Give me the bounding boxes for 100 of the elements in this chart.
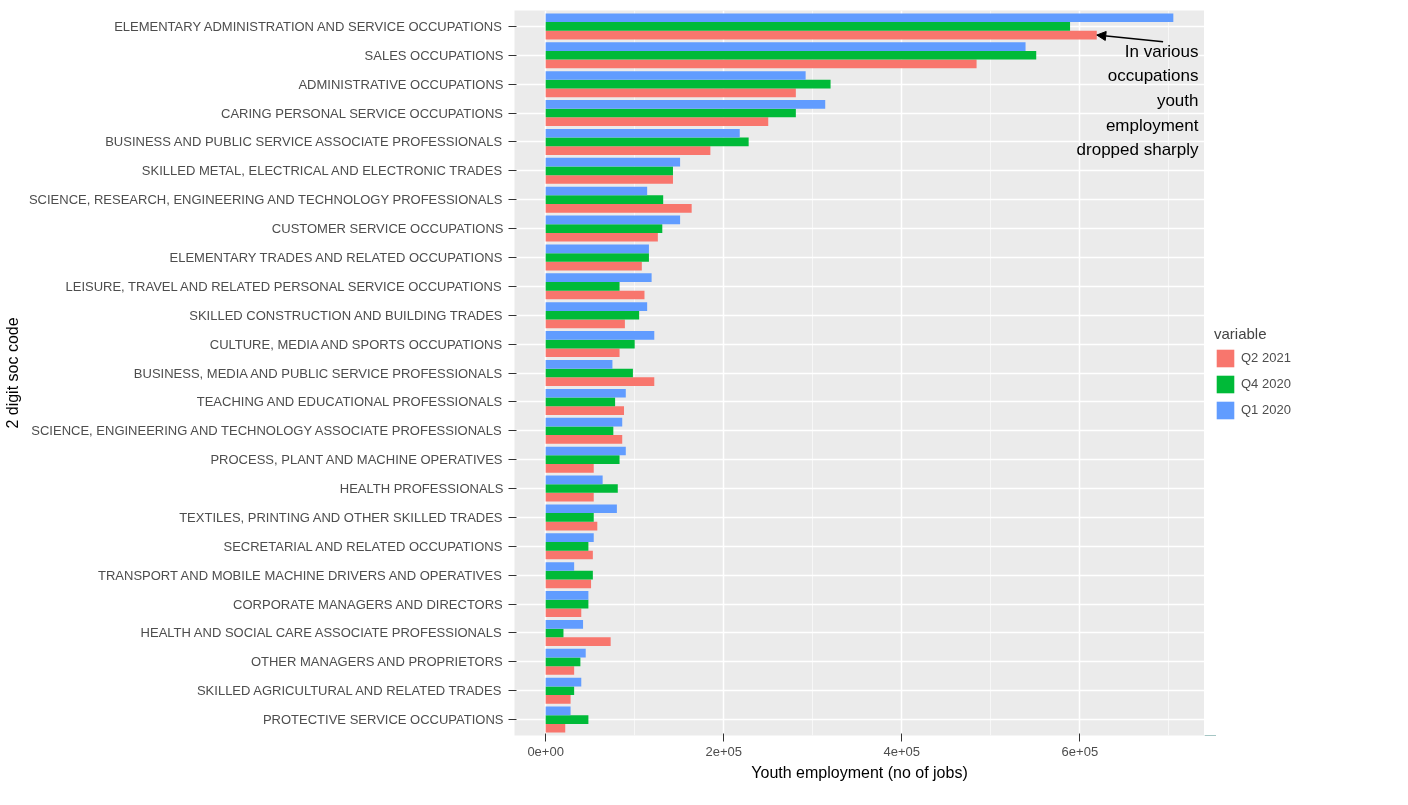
bar xyxy=(545,484,618,493)
legend-label: Q1 2020 xyxy=(1241,402,1291,417)
y-tick-label: SKILLED AGRICULTURAL AND RELATED TRADES xyxy=(196,683,502,699)
bar xyxy=(545,637,611,646)
bar xyxy=(545,695,571,704)
bar xyxy=(545,550,593,560)
y-tick-label: TRANSPORT AND MOBILE MACHINE DRIVERS AND OPERATIVES xyxy=(98,567,503,583)
bar xyxy=(545,100,826,109)
y-tick-label: CUSTOMER SERVICE OCCUPATIONS xyxy=(271,221,504,237)
y-tick-label: SALES OCCUPATIONS xyxy=(364,47,504,63)
bar xyxy=(545,388,626,398)
bar xyxy=(545,455,620,464)
bar xyxy=(545,541,589,551)
bar xyxy=(545,13,1174,23)
y-tick-label: SKILLED CONSTRUCTION AND BUILDING TRADES xyxy=(189,307,503,323)
bar xyxy=(545,319,625,329)
bar xyxy=(545,88,796,98)
bar xyxy=(545,533,594,542)
y-tick-label: PROTECTIVE SERVICE OCCUPATIONS xyxy=(262,712,504,728)
y-tick-label: SECRETARIAL AND RELATED OCCUPATIONS xyxy=(223,538,503,554)
bar xyxy=(545,686,575,696)
y-tick-label: ELEMENTARY TRADES AND RELATED OCCUPATIONS xyxy=(169,249,503,265)
bar xyxy=(545,261,642,271)
bar xyxy=(545,146,711,155)
legend-label: Q4 2020 xyxy=(1241,376,1291,391)
y-tick-label: BUSINESS AND PUBLIC SERVICE ASSOCIATE PROFESSIONALS xyxy=(105,134,503,150)
x-axis-title: Youth employment (no of jobs) xyxy=(751,763,968,781)
bar xyxy=(545,282,620,291)
y-tick-label: CULTURE, MEDIA AND SPORTS OCCUPATIONS xyxy=(209,336,503,352)
x-tick-label: 2e+05 xyxy=(705,743,742,759)
bar xyxy=(545,310,640,320)
bar xyxy=(545,71,806,80)
y-tick-label: CORPORATE MANAGERS AND DIRECTORS xyxy=(233,596,504,612)
bar xyxy=(545,463,594,473)
y-tick-label: HEALTH AND SOCIAL CARE ASSOCIATE PROFESSIONALS xyxy=(140,625,502,641)
bar xyxy=(545,521,598,531)
y-tick-label: ADMINISTRATIVE OCCUPATIONS xyxy=(298,76,504,92)
y-tick-label: SKILLED METAL, ELECTRICAL AND ELECTRONIC TRADES xyxy=(141,163,503,179)
bar xyxy=(545,579,592,589)
y-tick-label: SCIENCE, RESEARCH, ENGINEERING AND TECHNOLOGY PROFESSIONALS xyxy=(28,192,503,208)
bar xyxy=(545,128,740,138)
bar xyxy=(545,117,769,127)
bar xyxy=(545,723,566,733)
bar xyxy=(545,166,673,176)
bar xyxy=(545,195,664,205)
bar xyxy=(545,42,1026,51)
bar xyxy=(545,232,658,242)
bar xyxy=(545,504,617,514)
bar xyxy=(545,215,681,225)
bar xyxy=(545,397,616,407)
x-tick-label: 6e+05 xyxy=(1061,743,1099,759)
bar xyxy=(545,204,692,213)
bar xyxy=(545,302,648,311)
annotation: In various occupations youth employment dropped sharply xyxy=(1076,41,1199,160)
bar xyxy=(545,492,594,502)
y-tick-label: BUSINESS, MEDIA AND PUBLIC SERVICE PROFESSIONALS xyxy=(133,365,503,381)
y-tick-label: TEXTILES, PRINTING AND OTHER SKILLED TRADES xyxy=(179,509,503,525)
bar xyxy=(545,591,589,600)
bar xyxy=(545,513,594,522)
bar xyxy=(545,331,655,340)
y-tick-label: PROCESS, PLANT AND MACHINE OPERATIVES xyxy=(210,452,503,468)
bar xyxy=(545,50,1037,60)
y-tick-label: CARING PERSONAL SERVICE OCCUPATIONS xyxy=(221,105,504,121)
legend-label: Q2 2021 xyxy=(1241,350,1291,365)
bar xyxy=(545,59,977,69)
y-tick-label: SCIENCE, ENGINEERING AND TECHNOLOGY ASSOCIATE PROFESSIONALS xyxy=(31,423,502,439)
bar xyxy=(545,360,613,369)
bar xyxy=(545,570,593,580)
bar xyxy=(545,706,571,716)
bar xyxy=(545,435,623,444)
bar xyxy=(545,186,648,196)
bar xyxy=(545,137,749,147)
bar xyxy=(545,175,673,184)
bar xyxy=(545,475,603,485)
bar xyxy=(545,253,649,262)
y-tick-label: TEACHING AND EDUCATIONAL PROFESSIONALS xyxy=(196,394,503,410)
x-tick-label: 0e+00 xyxy=(527,743,564,759)
bar xyxy=(545,108,796,118)
bar xyxy=(545,599,589,609)
bar xyxy=(545,426,614,436)
x-tick-label: 4e+05 xyxy=(883,743,921,759)
bar xyxy=(545,273,652,283)
bar xyxy=(545,244,649,254)
bar xyxy=(545,339,635,349)
bar xyxy=(545,657,581,667)
y-axis-title: 2 digit soc code xyxy=(3,317,21,429)
y-tick-label: ELEMENTARY ADMINISTRATION AND SERVICE OCCUPATIONS xyxy=(114,18,503,34)
bar xyxy=(545,446,626,456)
y-tick-label: OTHER MANAGERS AND PROPRIETORS xyxy=(250,654,504,670)
y-tick-label: LEISURE, TRAVEL AND RELATED PERSONAL SERVICE OCCUPATIONS xyxy=(65,278,502,294)
bar xyxy=(545,79,831,89)
bar xyxy=(545,648,586,658)
bar xyxy=(545,562,575,571)
bar xyxy=(545,417,623,427)
bar xyxy=(545,290,645,300)
bar xyxy=(545,368,633,378)
bar xyxy=(545,224,663,233)
legend-title: variable xyxy=(1214,324,1268,342)
y-tick-label: HEALTH PROFESSIONALS xyxy=(339,481,504,497)
bar xyxy=(545,619,584,629)
